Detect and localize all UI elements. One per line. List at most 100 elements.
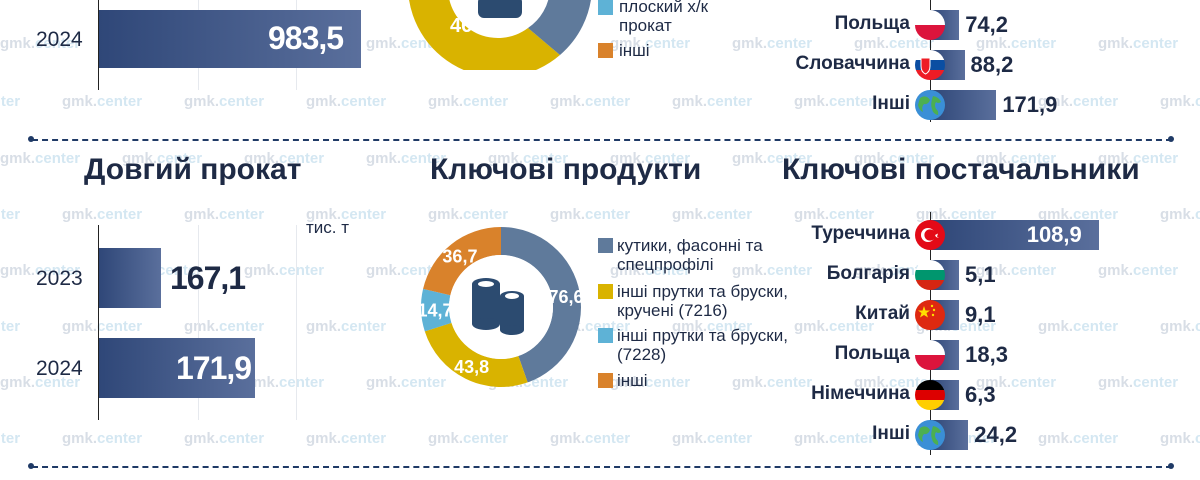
supplier-name: Інші [872,93,910,114]
donut-slice-angles [501,227,581,383]
watermark: gmk.center [244,374,325,391]
supplier-value: 171,9 [1002,92,1058,117]
section-divider [32,139,1172,141]
top-year-label: 2024 [36,28,83,51]
key-products-donut: 76,6 43,8 14,7 36,7 [418,227,584,387]
watermark: gmk.center [0,206,21,223]
legend-swatch-sky [598,0,613,15]
globe-icon [915,90,945,120]
watermark: gmk.center [184,430,265,447]
watermark: gmk.center [184,318,265,335]
watermark: gmk.center [184,206,265,223]
donut-value-label: 36,7 [442,246,477,266]
unit-label: тис. т [306,218,350,237]
slovakia-flag-icon [915,50,945,80]
long-products-value: 171,9 [176,350,252,386]
gridline [198,225,199,420]
divider-dot-right [1168,136,1174,142]
divider-dot-right [1168,463,1174,469]
year-label: 2023 [36,267,83,290]
watermark: gmk.center [1098,262,1179,279]
supplier-name: Словаччина [795,53,910,74]
supplier-name: Німеччина [811,383,910,404]
supplier-name: Туреччина [811,223,910,244]
watermark: gmk.center [62,93,143,110]
watermark: gmk.center [306,318,387,335]
donut-slice-bars-7216 [424,322,528,387]
gridline [296,225,297,420]
donut-value-label: 14,7 [418,301,453,321]
long-products-value: 167,1 [170,260,246,296]
steel-coil-icon [472,278,524,335]
legend-swatch-orange [598,43,613,58]
legend-swatch [598,238,613,253]
watermark: gmk.center [0,318,21,335]
poland-flag-icon [915,10,945,40]
top-bar-2024 [99,10,361,68]
china-flag-icon [915,300,945,330]
legend-swatch [598,284,613,299]
watermark: gmk.center [244,262,325,279]
supplier-name: Болгарія [826,263,910,284]
donut-slice-bars-7228 [421,288,452,332]
watermark: gmk.center [550,93,631,110]
supplier-value: 74,2 [965,12,1009,37]
top-year-axis [98,0,99,90]
legend-label: кутики, фасонні та спецпрофілі [617,236,763,274]
turkey-flag-icon [915,220,945,250]
divider-dot-left [28,136,34,142]
watermark: gmk.center [794,206,875,223]
supplier-value: 24,2 [974,422,1018,447]
long-products-axis [98,225,99,420]
suppliers-axis [930,212,931,455]
donut-slice-gold [409,0,560,70]
supplier-name: Інші [872,423,910,444]
legend-swatch [598,373,613,388]
legend-label: інші [617,371,648,390]
section-divider-bottom [32,466,1172,468]
top-bar-value: 983,5 [268,20,344,56]
watermark: gmk.center [184,93,265,110]
watermark: gmk.center [1160,206,1200,223]
supplier-value: 5,1 [965,262,996,287]
watermark: gmk.center [306,93,387,110]
watermark: gmk.center [550,430,631,447]
watermark: gmk.center [428,430,509,447]
watermark: gmk.center [1038,318,1119,335]
supplier-name: Китай [855,303,910,324]
watermark: gmk.center [0,430,21,447]
watermark: gmk.center [62,318,143,335]
donut-label-gold: 469 [450,15,483,37]
watermark: gmk.center [672,206,753,223]
long-products-bar [99,338,255,398]
year-label: 2024 [36,357,83,380]
legend-label-other: інші [619,41,650,60]
donut-value-label: 43,8 [454,357,489,377]
watermark: gmk.center [1098,374,1179,391]
supplier-bar [931,220,1099,250]
legend-label: інші прутки та бруски, кручені (7216) [617,282,788,320]
watermark: gmk.center [1038,430,1119,447]
key-products-title: Ключові продукти [430,153,702,186]
watermark: gmk.center [306,430,387,447]
watermark: gmk.center [1098,35,1179,52]
watermark: gmk.center [0,150,81,167]
legend-label-cold-rolled: плоский х/к прокат [619,0,709,35]
globe-icon [915,420,945,450]
watermark: gmk.center [62,206,143,223]
germany-flag-icon [915,380,945,410]
supplier-name: Польща [834,343,910,364]
long-products-bar [99,248,161,308]
legend-label: інші прутки та бруски, (7228) [617,326,788,364]
key-suppliers-title: Ключові постачальники [782,153,1140,186]
supplier-value: 108,9 [1026,222,1082,247]
legend-swatch [598,328,613,343]
watermark: gmk.center [0,93,21,110]
watermark: gmk.center [62,430,143,447]
watermark: gmk.center [1160,93,1200,110]
watermark: gmk.center [1160,430,1200,447]
top-donut: 469 [409,0,591,70]
watermark: gmk.center [732,35,813,52]
donut-value-label: 76,6 [549,287,584,307]
supplier-value: 88,2 [970,52,1014,77]
